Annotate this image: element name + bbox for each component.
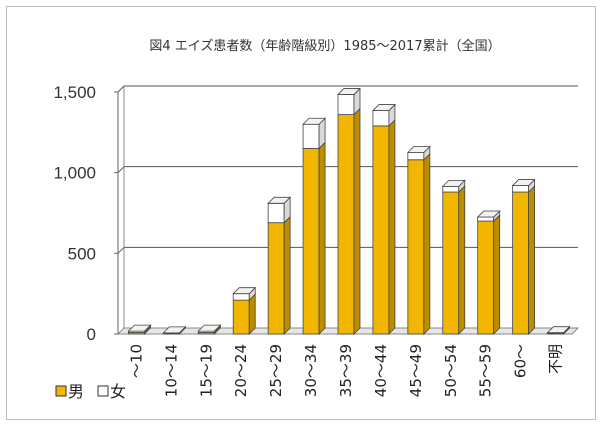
legend-label-female: 女: [110, 382, 126, 401]
bar-female: [406, 145, 431, 161]
legend-label-male: 男: [68, 382, 84, 401]
bar-male: [232, 293, 256, 335]
bar-male: [477, 214, 501, 335]
bar-female: [302, 117, 327, 150]
x-tick-label: 30～34: [302, 344, 320, 397]
bar-female: [337, 87, 361, 116]
bar-male: [407, 152, 431, 335]
bar-female: [267, 196, 292, 224]
bar-male: [372, 118, 396, 335]
chart-bars: [127, 87, 571, 335]
bar-female: [511, 178, 536, 193]
x-tick-label: 55～59: [477, 344, 495, 397]
bar-male: [337, 107, 361, 335]
bar-female: [546, 325, 571, 335]
legend-swatch-male: [55, 385, 67, 397]
y-tick-label: 500: [68, 244, 96, 263]
bar-male: [512, 185, 536, 335]
bar-female: [371, 103, 396, 127]
bar-female: [441, 179, 466, 193]
x-tick-label: 35～39: [337, 344, 355, 397]
bar-female: [127, 324, 152, 334]
x-tick-label: 45～49: [407, 344, 425, 397]
x-tick-label: ～10: [127, 344, 145, 378]
x-tick-label: 20～24: [232, 344, 250, 397]
bar-female: [232, 286, 257, 302]
y-tick-label: 1,000: [53, 164, 96, 183]
bar-female: [476, 210, 501, 223]
x-tick-label: 60～: [512, 344, 530, 378]
bar-male: [302, 141, 326, 335]
bar-female: [162, 325, 187, 335]
x-tick-label: 15～19: [197, 344, 215, 397]
y-axis-ticks: 0 500 1,000 1,500: [53, 83, 118, 344]
x-tick-label: 50～54: [442, 344, 460, 397]
bar-male: [442, 185, 466, 335]
x-axis-ticks: ～10 10～14 15～19 20～24 25～29 30～34 35～39 40～44 45…: [127, 344, 564, 397]
legend: 男 女: [55, 382, 126, 401]
y-tick-label: 0: [87, 325, 96, 344]
y-tick-label: 1,500: [53, 83, 96, 102]
x-tick-label: 40～44: [372, 344, 390, 397]
bar-female: [197, 324, 222, 334]
chart-title: 図4 エイズ患者数（年齢階級別）1985～2017累計（全国）: [149, 38, 500, 54]
x-tick-label: 25～29: [267, 344, 285, 397]
x-tick-label: 不明: [547, 344, 565, 374]
bar-male: [267, 215, 291, 335]
x-tick-label: 10～14: [162, 344, 180, 397]
legend-swatch-female: [97, 385, 109, 397]
